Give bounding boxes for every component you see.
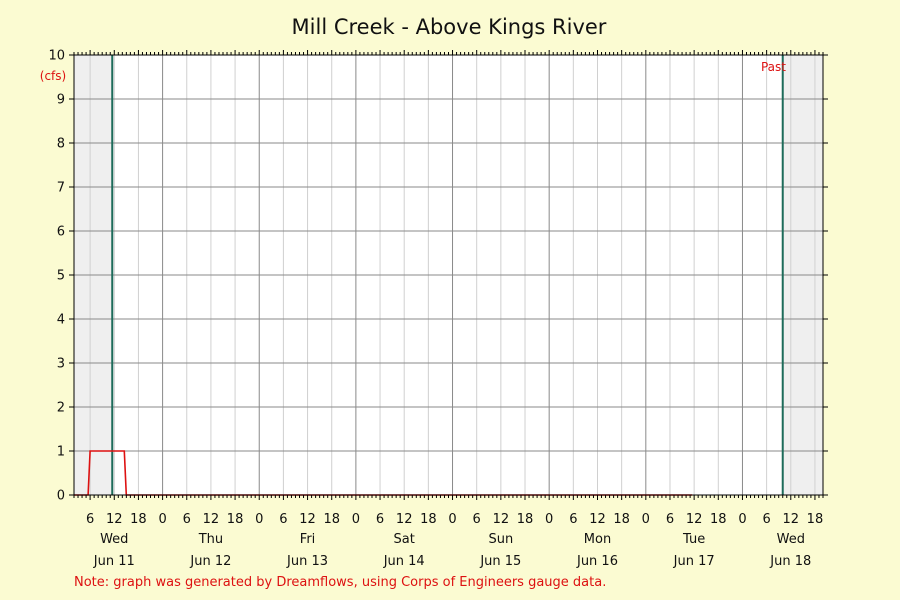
- x-tick-label: 12: [203, 512, 220, 527]
- x-tick-label: 6: [279, 512, 287, 527]
- y-tick-label: 6: [57, 225, 65, 240]
- x-tick-label: 6: [473, 512, 481, 527]
- y-tick-label: 10: [48, 49, 65, 64]
- x-tick-label: 0: [545, 512, 553, 527]
- x-tick-label: 12: [686, 512, 703, 527]
- day-weekday-label: Wed: [100, 532, 128, 547]
- day-date-label: Jun 11: [93, 554, 135, 569]
- x-tick-label: 18: [227, 512, 244, 527]
- x-tick-label: 12: [106, 512, 123, 527]
- day-weekday-label: Tue: [682, 532, 705, 547]
- past-label: Past: [761, 60, 786, 74]
- x-tick-label: 18: [710, 512, 727, 527]
- x-tick-label: 18: [420, 512, 437, 527]
- y-tick-label: 2: [57, 401, 65, 416]
- x-tick-label: 0: [448, 512, 456, 527]
- x-tick-label: 0: [352, 512, 360, 527]
- y-tick-label: 9: [57, 93, 65, 108]
- x-tick-label: 18: [130, 512, 147, 527]
- y-tick-label: 8: [57, 137, 65, 152]
- x-tick-label: 6: [569, 512, 577, 527]
- y-tick-label: 0: [57, 489, 65, 504]
- x-tick-label: 6: [86, 512, 94, 527]
- day-weekday-label: Sun: [488, 532, 513, 547]
- day-weekday-label: Fri: [300, 532, 316, 547]
- plot-area: [74, 54, 823, 496]
- y-tick-label: 1: [57, 445, 65, 460]
- y-tick-label: 5: [57, 269, 65, 284]
- y-tick-label: 7: [57, 181, 65, 196]
- day-date-label: Jun 16: [576, 554, 618, 569]
- x-tick-label: 0: [255, 512, 263, 527]
- footer-note: Note: graph was generated by Dreamflows,…: [74, 575, 606, 590]
- day-date-label: Jun 18: [769, 554, 811, 569]
- x-tick-label: 18: [807, 512, 824, 527]
- chart-title: Mill Creek - Above Kings River: [292, 15, 607, 39]
- y-axis-unit-label: (cfs): [40, 69, 66, 83]
- x-tick-label: 6: [183, 512, 191, 527]
- x-tick-label: 12: [783, 512, 800, 527]
- x-tick-label: 18: [613, 512, 630, 527]
- x-tick-label: 12: [493, 512, 510, 527]
- day-weekday-label: Sat: [394, 532, 415, 547]
- day-date-label: Jun 15: [479, 554, 521, 569]
- day-date-label: Jun 17: [673, 554, 715, 569]
- day-date-label: Jun 12: [189, 554, 231, 569]
- day-weekday-label: Mon: [584, 532, 611, 547]
- day-date-label: Jun 14: [383, 554, 425, 569]
- day-weekday-label: Wed: [777, 532, 805, 547]
- x-tick-label: 18: [517, 512, 534, 527]
- x-tick-label: 0: [642, 512, 650, 527]
- x-tick-label: 6: [666, 512, 674, 527]
- x-tick-label: 6: [376, 512, 384, 527]
- x-tick-label: 12: [396, 512, 413, 527]
- x-tick-label: 0: [738, 512, 746, 527]
- x-tick-label: 12: [589, 512, 606, 527]
- x-tick-label: 0: [158, 512, 166, 527]
- x-tick-label: 6: [762, 512, 770, 527]
- x-tick-label: 18: [323, 512, 340, 527]
- y-tick-label: 4: [57, 313, 65, 328]
- x-tick-label: 12: [299, 512, 316, 527]
- y-tick-label: 3: [57, 357, 65, 372]
- day-date-label: Jun 13: [286, 554, 328, 569]
- day-weekday-label: Thu: [198, 532, 223, 547]
